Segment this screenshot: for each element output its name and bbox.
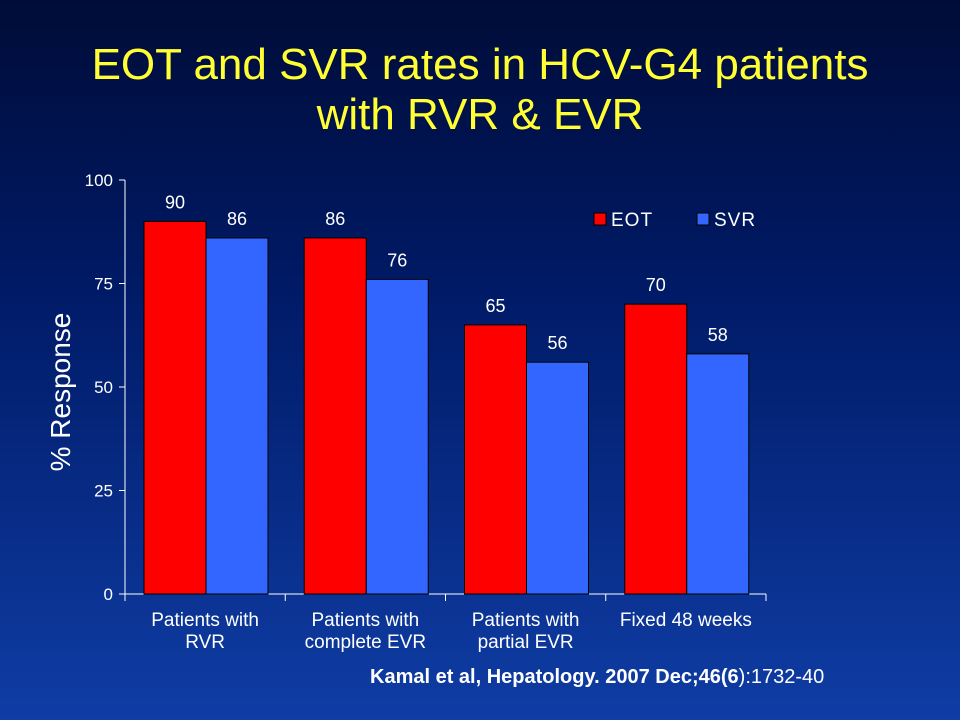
bar-svr bbox=[205, 237, 269, 595]
x-tick-label: RVR bbox=[185, 632, 225, 653]
bar-eot bbox=[624, 303, 688, 595]
citation-rest: ):1732-40 bbox=[738, 666, 825, 688]
y-tick-label: 50 bbox=[94, 378, 113, 397]
bar-eot bbox=[303, 237, 367, 595]
bar-svr bbox=[526, 361, 589, 595]
bar-eot bbox=[143, 220, 207, 595]
x-tick-label: Patients with bbox=[472, 610, 580, 631]
bar-value-label: 65 bbox=[485, 296, 505, 316]
x-tick-label: Patients with bbox=[312, 610, 420, 631]
y-axis-title: % Response bbox=[45, 313, 76, 472]
title-line-2: with RVR & EVR bbox=[316, 90, 644, 139]
page-title: EOT and SVR rates in HCV-G4 patients wit… bbox=[0, 40, 960, 140]
bar-eot bbox=[464, 324, 527, 595]
legend-label-svr: SVR bbox=[714, 210, 756, 231]
y-tick-label: 25 bbox=[94, 482, 113, 501]
citation-bold: Kamal et al, Hepatology. 2007 Dec;46(6 bbox=[370, 666, 739, 688]
x-tick-label: Patients with bbox=[151, 610, 259, 631]
legend-swatch-eot bbox=[593, 212, 607, 226]
y-tick-label: 0 bbox=[104, 585, 113, 604]
bar-value-label: 76 bbox=[387, 250, 407, 270]
bar-value-label: 58 bbox=[708, 325, 728, 345]
bar-value-label: 86 bbox=[325, 209, 345, 229]
bar-value-label: 56 bbox=[547, 333, 567, 353]
y-tick-label: 100 bbox=[85, 171, 113, 190]
legend-label-eot: EOT bbox=[611, 210, 653, 231]
x-tick-label: complete EVR bbox=[305, 632, 426, 653]
bar-svr bbox=[365, 278, 429, 595]
x-tick-label: Fixed 48 weeks bbox=[620, 610, 752, 631]
title-line-1: EOT and SVR rates in HCV-G4 patients bbox=[91, 40, 869, 89]
citation: Kamal et al, Hepatology. 2007 Dec;46(6):… bbox=[370, 666, 824, 689]
bar-value-label: 90 bbox=[165, 192, 185, 212]
bar-svr bbox=[686, 353, 750, 595]
legend-swatch-svr bbox=[696, 212, 710, 226]
bar-value-label: 70 bbox=[646, 275, 666, 295]
x-tick-label: partial EVR bbox=[478, 632, 574, 653]
bar-value-label: 86 bbox=[227, 209, 247, 229]
y-tick-label: 75 bbox=[94, 275, 113, 294]
